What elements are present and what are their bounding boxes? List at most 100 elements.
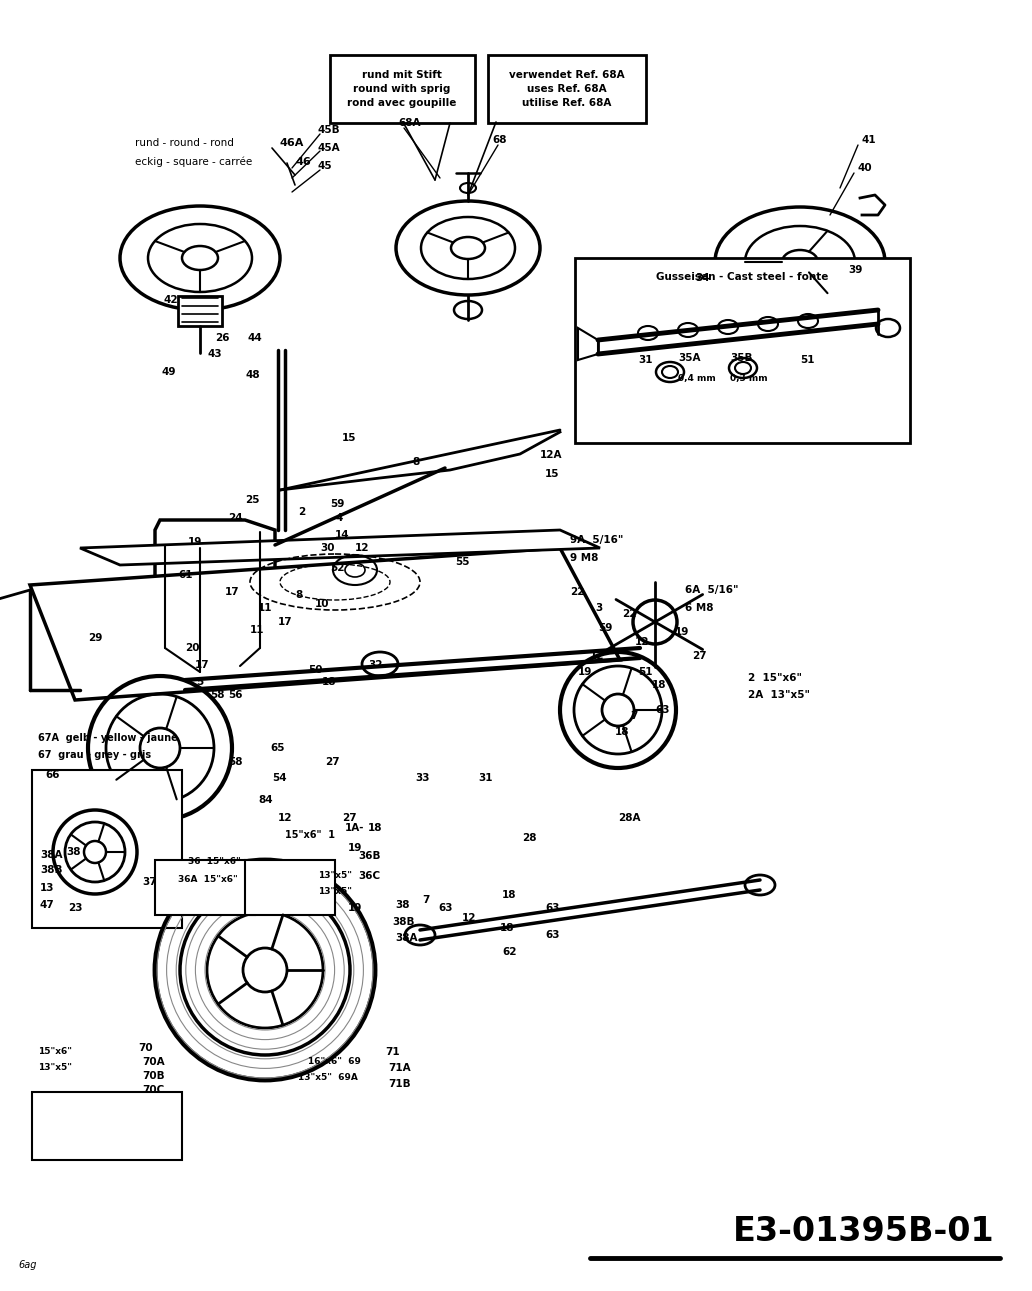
Text: 2  15"x6": 2 15"x6"	[748, 673, 802, 683]
Text: 22: 22	[570, 587, 584, 596]
Text: 50: 50	[308, 665, 322, 675]
Text: uses Ref. 68A: uses Ref. 68A	[527, 84, 607, 94]
Text: 10: 10	[315, 599, 329, 609]
Text: 54: 54	[272, 773, 287, 784]
Text: 33: 33	[415, 773, 429, 784]
Text: 18: 18	[502, 889, 516, 900]
Text: 63: 63	[655, 705, 670, 715]
Text: 38A: 38A	[40, 849, 63, 860]
Text: 4: 4	[335, 513, 343, 523]
Text: 38B: 38B	[392, 917, 415, 927]
Text: 6 M8: 6 M8	[685, 603, 713, 613]
Text: 5: 5	[196, 676, 203, 687]
Text: 28A: 28A	[618, 813, 641, 822]
Text: 12: 12	[355, 544, 369, 553]
Text: 12A: 12A	[540, 451, 562, 460]
Text: 46A: 46A	[280, 138, 304, 148]
Text: rund mit Stift: rund mit Stift	[362, 70, 442, 80]
Text: 63: 63	[545, 902, 559, 913]
Text: 11: 11	[250, 625, 264, 635]
Text: 22: 22	[622, 609, 637, 618]
Text: 18: 18	[322, 676, 336, 687]
Text: 27: 27	[692, 651, 707, 661]
Text: 14: 14	[335, 531, 350, 540]
Text: 19: 19	[675, 627, 689, 636]
Text: 11: 11	[258, 603, 272, 613]
Text: 13"x5": 13"x5"	[318, 887, 352, 896]
Text: 61: 61	[178, 571, 193, 580]
Text: 59: 59	[598, 624, 612, 633]
Text: 58: 58	[209, 689, 225, 700]
Polygon shape	[80, 531, 600, 565]
Text: 3: 3	[595, 603, 603, 613]
Text: 38B: 38B	[40, 865, 63, 875]
Text: 19: 19	[348, 902, 362, 913]
Text: 36C: 36C	[358, 871, 380, 880]
Bar	[330, 56, 475, 123]
Text: 19: 19	[578, 667, 592, 676]
Text: 28: 28	[522, 833, 537, 843]
Text: E3-01395B-01: E3-01395B-01	[734, 1215, 995, 1248]
Text: 27: 27	[325, 757, 340, 767]
Text: 19: 19	[348, 843, 362, 853]
Text: 6A  5/16": 6A 5/16"	[685, 585, 739, 595]
Text: 45A: 45A	[318, 143, 341, 154]
Text: round with sprig: round with sprig	[353, 84, 451, 94]
Text: 12: 12	[590, 651, 605, 661]
Text: 30: 30	[320, 544, 334, 553]
Bar	[245, 860, 335, 915]
Text: 44: 44	[248, 333, 263, 343]
Bar	[32, 769, 182, 928]
Text: rund - round - rond: rund - round - rond	[135, 138, 240, 148]
Text: 84: 84	[258, 795, 272, 806]
Text: 65: 65	[270, 744, 285, 753]
Text: 71: 71	[385, 1047, 399, 1057]
Text: 13: 13	[40, 883, 55, 893]
Text: 9 M8: 9 M8	[570, 553, 599, 563]
Text: 23: 23	[68, 902, 83, 913]
Bar	[32, 1092, 182, 1161]
Text: 35B: 35B	[730, 352, 752, 363]
Text: 36  15"x6": 36 15"x6"	[188, 857, 240, 866]
Text: 56: 56	[228, 689, 243, 700]
Text: 15: 15	[342, 432, 356, 443]
Text: 45B: 45B	[318, 125, 341, 136]
Text: 55: 55	[455, 556, 470, 567]
Polygon shape	[155, 520, 275, 680]
Text: 20: 20	[185, 643, 199, 653]
Text: 13"x5": 13"x5"	[318, 871, 352, 880]
Text: 36B: 36B	[358, 851, 381, 861]
Text: 13"x5"  69A: 13"x5" 69A	[298, 1074, 358, 1082]
Text: 51: 51	[800, 355, 814, 365]
Text: 58: 58	[228, 757, 243, 767]
Text: 38A: 38A	[395, 933, 418, 942]
Text: 34: 34	[695, 272, 710, 283]
Text: eckig - square - carrée: eckig - square - carrée	[135, 156, 259, 168]
Text: 7: 7	[630, 711, 638, 720]
Text: 70A: 70A	[142, 1057, 165, 1066]
Text: 13"x5": 13"x5"	[38, 1064, 72, 1073]
Text: utilise Ref. 68A: utilise Ref. 68A	[522, 98, 612, 108]
Text: 0,4 mm: 0,4 mm	[678, 373, 716, 382]
Text: 2A  13"x5": 2A 13"x5"	[748, 689, 810, 700]
Text: 68: 68	[492, 136, 507, 145]
Text: 70C: 70C	[142, 1084, 164, 1095]
Text: 8: 8	[295, 590, 302, 600]
Text: 16"x6"  69: 16"x6" 69	[308, 1057, 361, 1066]
Text: 32: 32	[368, 660, 383, 670]
Bar	[155, 860, 255, 915]
Text: 52: 52	[330, 563, 345, 573]
Text: 63: 63	[545, 930, 559, 940]
Text: 9A  5/16": 9A 5/16"	[570, 534, 623, 545]
Text: 18: 18	[615, 727, 630, 737]
Text: 36A  15"x6": 36A 15"x6"	[178, 875, 237, 884]
Text: 2: 2	[298, 507, 305, 516]
Text: 37: 37	[142, 877, 157, 887]
Text: 48: 48	[245, 371, 260, 380]
Text: 71A: 71A	[388, 1062, 411, 1073]
Text: 17: 17	[225, 587, 239, 596]
Text: 31: 31	[638, 355, 652, 365]
Text: Gusseisen - Cast steel - fonte: Gusseisen - Cast steel - fonte	[655, 272, 829, 281]
Text: 66: 66	[45, 769, 60, 780]
Text: 24: 24	[228, 513, 243, 523]
